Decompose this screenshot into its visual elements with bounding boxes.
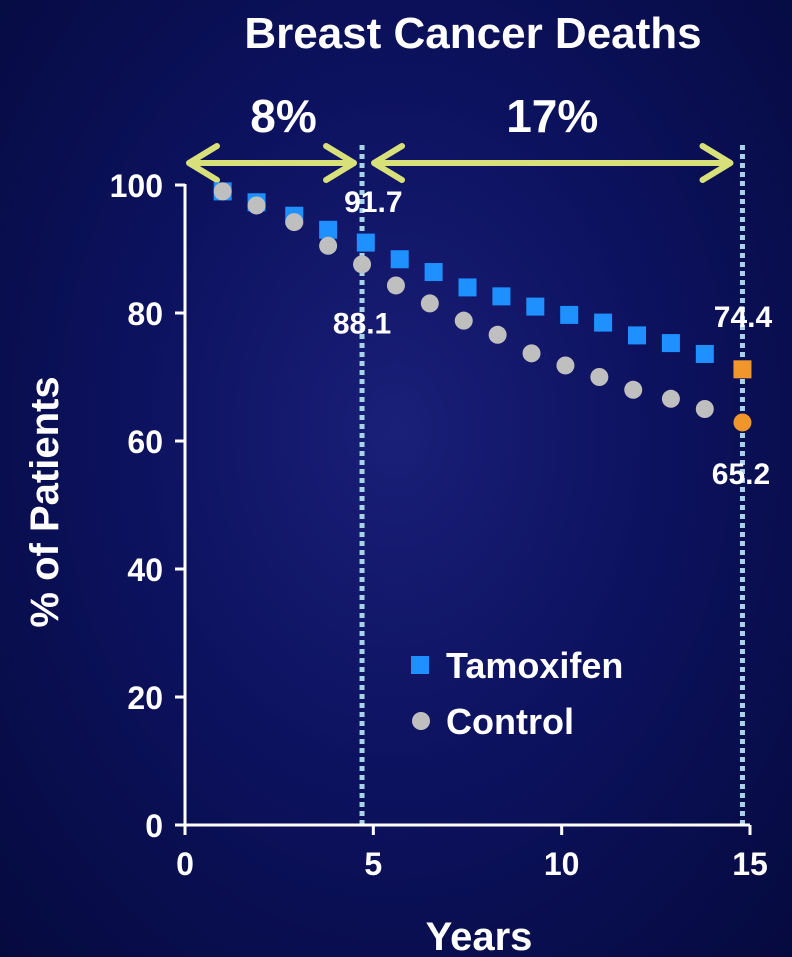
data-label-tamoxifen-15yr: 74.4 [714, 301, 773, 334]
control-point [624, 380, 643, 399]
x-tick-label: 5 [364, 846, 382, 882]
arrow-left-icon [186, 143, 220, 183]
control-point [488, 325, 507, 344]
data-label-tamoxifen-5yr: 91.7 [344, 186, 402, 219]
tamoxifen-point [492, 287, 511, 306]
control-point [319, 236, 338, 255]
tamoxifen-point [319, 220, 338, 239]
data-points [213, 182, 752, 432]
tamoxifen-point [594, 313, 613, 332]
tamoxifen-point [356, 233, 375, 252]
control-point [522, 344, 541, 363]
y-axis-label: % of Patients [23, 376, 67, 627]
y-tick-label: 60 [127, 424, 163, 460]
tamoxifen-point [526, 297, 545, 316]
arrow-right-icon [323, 143, 358, 183]
control-point [454, 311, 473, 330]
tamoxifen-point-highlight [733, 360, 752, 379]
arrow-right-icon [699, 143, 734, 183]
legend: Tamoxifen Control [411, 645, 623, 742]
control-point [695, 400, 714, 418]
legend-label-tamoxifen: Tamoxifen [446, 645, 623, 686]
control-point-highlight [733, 413, 752, 432]
x-tick-label: 10 [544, 846, 580, 882]
tamoxifen-point [390, 250, 409, 269]
tamoxifen-point [424, 263, 443, 282]
bracket-label-8-percent: 8% [250, 90, 316, 142]
y-tick-label: 0 [145, 808, 163, 844]
tamoxifen-point [628, 326, 646, 345]
y-tick-label: 80 [127, 296, 163, 332]
legend-circle-icon [412, 712, 430, 730]
control-point [590, 368, 609, 386]
tamoxifen-point [560, 305, 579, 324]
control-point [386, 276, 405, 295]
bracket-arrows [186, 143, 734, 183]
y-tick-label: 40 [127, 552, 163, 588]
arrow-left-icon [371, 143, 406, 183]
x-axis-label: Years [426, 915, 533, 957]
axes [175, 183, 752, 835]
chart-title: Breast Cancer Deaths [244, 9, 701, 58]
control-point [556, 356, 575, 375]
y-tick-label: 100 [110, 168, 163, 204]
legend-label-control: Control [446, 701, 574, 742]
control-point [661, 389, 680, 408]
data-label-control-15yr: 65.2 [712, 458, 770, 491]
data-label-control-5yr: 88.1 [333, 308, 391, 341]
x-tick-label: 0 [176, 846, 194, 882]
control-point [247, 196, 266, 215]
control-point [285, 213, 304, 232]
legend-square-icon [411, 656, 429, 674]
control-point [420, 294, 439, 313]
bracket-label-17-percent: 17% [506, 90, 598, 142]
control-point [213, 182, 232, 201]
tamoxifen-point [695, 344, 714, 363]
y-tick-label: 20 [127, 680, 163, 716]
tamoxifen-point [661, 334, 680, 353]
tamoxifen-point [458, 278, 477, 297]
control-point [353, 255, 372, 274]
x-tick-label: 15 [732, 846, 768, 882]
